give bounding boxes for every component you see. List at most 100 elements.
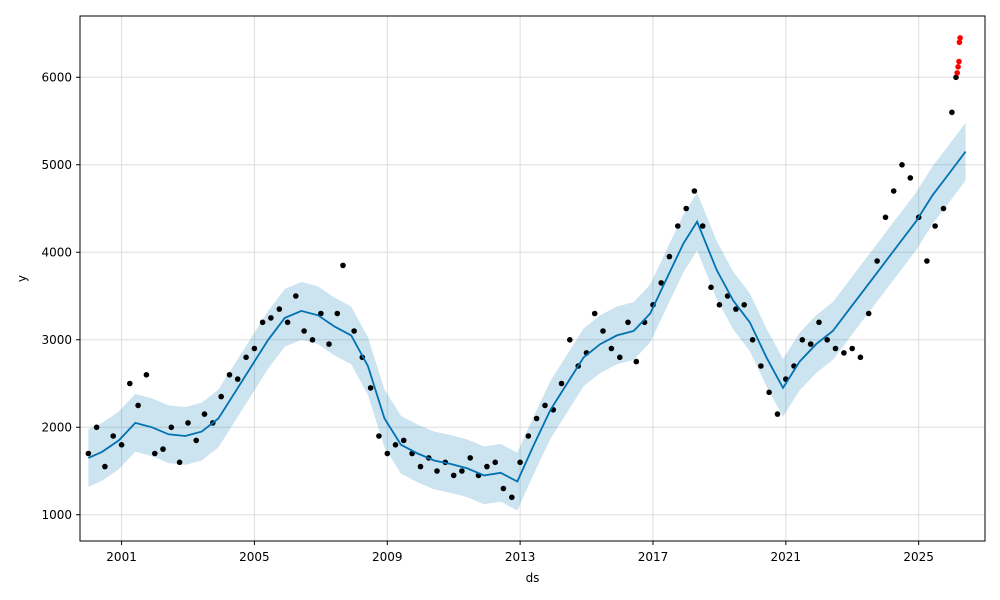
observed-point <box>832 345 839 352</box>
observed-point <box>857 354 864 361</box>
observed-point <box>284 319 291 326</box>
observed-point <box>816 319 822 326</box>
observed-point <box>340 262 346 269</box>
observed-point <box>152 450 158 457</box>
observed-point <box>509 494 515 501</box>
x-tick-label: 2001 <box>106 550 137 564</box>
observed-point <box>608 345 615 352</box>
x-tick-label: 2005 <box>239 550 270 564</box>
observed-point <box>799 337 806 343</box>
observed-point <box>882 214 889 221</box>
observed-point <box>807 341 814 347</box>
y-tick-label: 3000 <box>41 333 72 347</box>
observed-point <box>492 459 499 466</box>
observed-point <box>392 442 399 448</box>
x-tick-label: 2021 <box>771 550 802 564</box>
anomaly-point <box>957 35 963 41</box>
observed-point <box>600 328 606 334</box>
x-tick-label: 2013 <box>505 550 536 564</box>
observed-point <box>758 363 764 369</box>
observed-point <box>251 345 258 352</box>
observed-point <box>525 433 532 439</box>
observed-point <box>683 205 689 212</box>
observed-point <box>459 468 465 474</box>
anomaly-point <box>954 70 960 76</box>
observed-point <box>675 223 681 229</box>
observed-point <box>932 223 938 229</box>
observed-point <box>334 310 341 317</box>
observed-point <box>617 354 623 361</box>
observed-point <box>268 315 274 321</box>
observed-point <box>326 341 332 347</box>
observed-point <box>384 450 391 457</box>
observed-point <box>865 310 872 317</box>
observed-point <box>517 459 523 466</box>
observed-point <box>351 328 357 334</box>
observed-point <box>85 450 92 457</box>
observed-point <box>467 455 474 461</box>
observed-point <box>924 258 930 264</box>
observed-point <box>733 306 739 312</box>
y-tick-label: 6000 <box>41 70 72 84</box>
observed-point <box>160 446 166 452</box>
observed-point <box>542 402 548 409</box>
uncertainty-band <box>88 122 966 511</box>
observed-point <box>741 302 747 308</box>
y-tick-label: 4000 <box>41 245 72 259</box>
observed-point <box>234 376 241 382</box>
observed-point <box>276 306 283 312</box>
observed-point <box>127 380 133 387</box>
observed-point <box>691 188 698 194</box>
observed-point <box>558 380 565 387</box>
anomaly-point <box>956 58 962 65</box>
observed-point <box>500 485 507 492</box>
observed-point <box>218 393 224 400</box>
observed-point <box>400 437 407 444</box>
observed-point <box>193 437 199 444</box>
observed-point <box>301 328 307 334</box>
observed-points <box>85 74 959 501</box>
observed-point <box>849 345 855 352</box>
observed-point <box>766 389 772 396</box>
observed-point <box>940 205 947 212</box>
observed-point <box>890 188 897 194</box>
observed-point <box>716 302 723 308</box>
x-tick-label: 2017 <box>638 550 669 564</box>
observed-point <box>625 319 631 326</box>
observed-point <box>633 358 640 365</box>
observed-point <box>450 472 457 479</box>
x-tick-label: 2025 <box>903 550 934 564</box>
anomaly-points <box>954 35 963 76</box>
x-axis-ticks: 2001 2005 2009 2013 2017 2021 2025 <box>106 541 934 564</box>
observed-point <box>135 402 141 409</box>
observed-point <box>949 109 955 116</box>
observed-point <box>874 258 880 264</box>
y-axis-ticks: 1000 2000 3000 4000 5000 6000 <box>41 70 80 522</box>
observed-point <box>201 411 208 417</box>
observed-point <box>259 319 266 326</box>
observed-point <box>434 468 440 474</box>
observed-point <box>143 372 150 378</box>
observed-point <box>591 310 598 317</box>
observed-point <box>118 442 125 448</box>
observed-point <box>226 372 233 378</box>
observed-point <box>93 424 100 431</box>
plot-frame <box>79 15 986 542</box>
y-tick-label: 2000 <box>41 420 72 434</box>
y-tick-label: 1000 <box>41 508 72 522</box>
observed-point <box>953 74 959 81</box>
observed-point <box>185 420 191 426</box>
observed-point <box>293 293 299 299</box>
observed-point <box>309 337 316 343</box>
observed-point <box>699 223 706 229</box>
observed-point <box>176 459 183 466</box>
observed-point <box>533 415 540 422</box>
x-axis-label: ds <box>526 571 540 585</box>
y-tick-label: 5000 <box>41 158 72 172</box>
observed-point <box>567 337 573 343</box>
observed-point <box>774 411 781 417</box>
observed-point <box>841 350 847 356</box>
observed-point <box>318 310 324 317</box>
observed-point <box>168 424 175 431</box>
